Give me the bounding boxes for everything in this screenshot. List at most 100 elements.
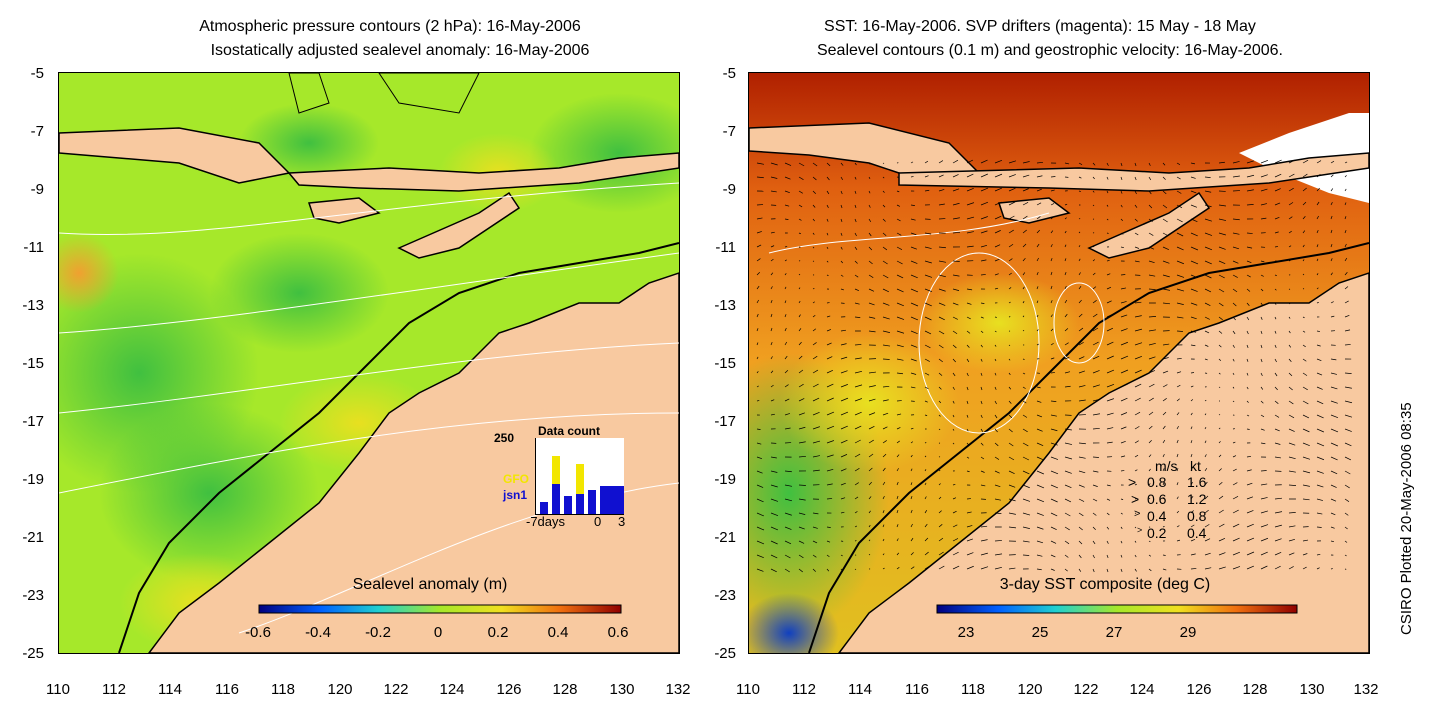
velocity-arrow [812, 232, 815, 235]
velocity-arrow [1050, 271, 1053, 276]
velocity-arrow [1316, 344, 1321, 347]
velocity-arrow [1064, 526, 1070, 531]
velocity-arrow [1316, 258, 1319, 262]
x-tick: 118 [961, 681, 985, 698]
velocity-arrow [980, 358, 983, 362]
velocity-arrow [924, 442, 927, 444]
velocity-arrow [994, 273, 999, 276]
velocity-arrow [868, 539, 871, 542]
velocity-arrow [1330, 372, 1338, 375]
velocity-arrow [1232, 455, 1237, 458]
velocity-arrow [1246, 260, 1252, 263]
velocity-arrow [882, 426, 888, 430]
velocity-arrow [1288, 512, 1296, 514]
velocity-arrow [1148, 397, 1154, 402]
velocity-arrow [756, 498, 764, 503]
velocity-arrow [1190, 539, 1196, 542]
velocity-arrow [868, 496, 872, 500]
velocity-arrow [1330, 215, 1333, 220]
velocity-arrow [1302, 400, 1309, 405]
velocity-arrow [1302, 484, 1310, 487]
velocity-arrow [784, 341, 788, 346]
sst-tick: 27 [1105, 624, 1123, 641]
legend-kt: 1.6 [1187, 474, 1207, 490]
right-title-line1: SST: 16-May-2006. SVP drifters (magenta)… [824, 18, 1256, 35]
velocity-arrow [868, 260, 873, 265]
velocity-arrow [896, 524, 899, 528]
velocity-arrow [1274, 188, 1281, 192]
velocity-arrow [882, 260, 888, 265]
velocity-arrow [1344, 400, 1353, 404]
velocity-arrow [910, 316, 919, 321]
velocity-arrow [1106, 314, 1113, 318]
velocity-arrow [1316, 244, 1319, 248]
velocity-arrow [1344, 329, 1351, 332]
velocity-arrow [784, 568, 790, 573]
velocity-arrow [826, 454, 834, 458]
velocity-arrow [1078, 258, 1081, 262]
velocity-arrow [980, 470, 985, 473]
velocity-arrow [1218, 495, 1224, 500]
velocity-arrow [854, 302, 860, 305]
velocity-arrow [1050, 230, 1054, 234]
velocity-arrow [1106, 273, 1111, 276]
velocity-arrow [980, 330, 984, 334]
velocity-arrow [784, 246, 788, 248]
velocity-arrow [1162, 568, 1167, 571]
velocity-arrow [1218, 537, 1226, 542]
velocity-arrow [826, 246, 829, 249]
velocity-arrow [784, 384, 789, 388]
velocity-arrow [896, 218, 901, 222]
velocity-arrow [1176, 176, 1181, 180]
velocity-arrow [1134, 204, 1138, 208]
velocity-arrow [868, 453, 874, 458]
velocity-arrow [1078, 162, 1083, 166]
velocity-arrow [952, 274, 960, 277]
velocity-arrow [756, 217, 763, 220]
velocity-arrow [952, 428, 955, 431]
velocity-arrow [1008, 400, 1012, 404]
velocity-arrow [1036, 540, 1044, 544]
velocity-arrow [1120, 568, 1123, 572]
velocity-arrow [1288, 456, 1296, 460]
velocity-arrow [994, 287, 999, 290]
velocity-arrow [1190, 412, 1193, 416]
velocity-arrow [1302, 173, 1308, 178]
velocity-arrow [1344, 175, 1347, 178]
velocity-arrow [966, 245, 974, 248]
velocity-arrow [1092, 470, 1099, 473]
velocity-arrow [784, 327, 787, 332]
velocity-arrow [910, 161, 914, 164]
velocity-arrow [1344, 442, 1352, 447]
velocity-arrow [1260, 497, 1268, 500]
velocity-arrow [798, 273, 801, 276]
velocity-arrow [1232, 523, 1240, 528]
velocity-arrow [1288, 386, 1293, 391]
velocity-arrow [756, 272, 761, 276]
velocity-arrow [1134, 176, 1137, 181]
velocity-arrow [784, 300, 787, 304]
velocity-arrow [1162, 204, 1168, 209]
velocity-arrow [1190, 232, 1198, 237]
velocity-arrow [910, 454, 913, 458]
velocity-arrow [1274, 400, 1279, 404]
sla-tick: -0.4 [305, 624, 331, 641]
inset-title: Data count [538, 424, 601, 438]
velocity-arrow [966, 442, 969, 446]
velocity-arrow [770, 512, 779, 517]
velocity-arrow [910, 523, 913, 528]
velocity-arrow [1344, 300, 1349, 304]
velocity-arrow [1288, 259, 1291, 262]
velocity-arrow [1204, 232, 1213, 236]
velocity-arrow [1120, 314, 1128, 318]
y-tick: -11 [715, 239, 736, 256]
velocity-arrow [1022, 174, 1030, 178]
velocity-arrow [1204, 176, 1211, 179]
velocity-arrow [896, 302, 904, 307]
velocity-arrow [854, 568, 857, 571]
velocity-arrow [826, 315, 831, 318]
velocity-arrow [910, 302, 919, 307]
velocity-arrow [1176, 539, 1181, 542]
velocity-arrow [1176, 371, 1182, 374]
velocity-arrow [1316, 484, 1324, 488]
